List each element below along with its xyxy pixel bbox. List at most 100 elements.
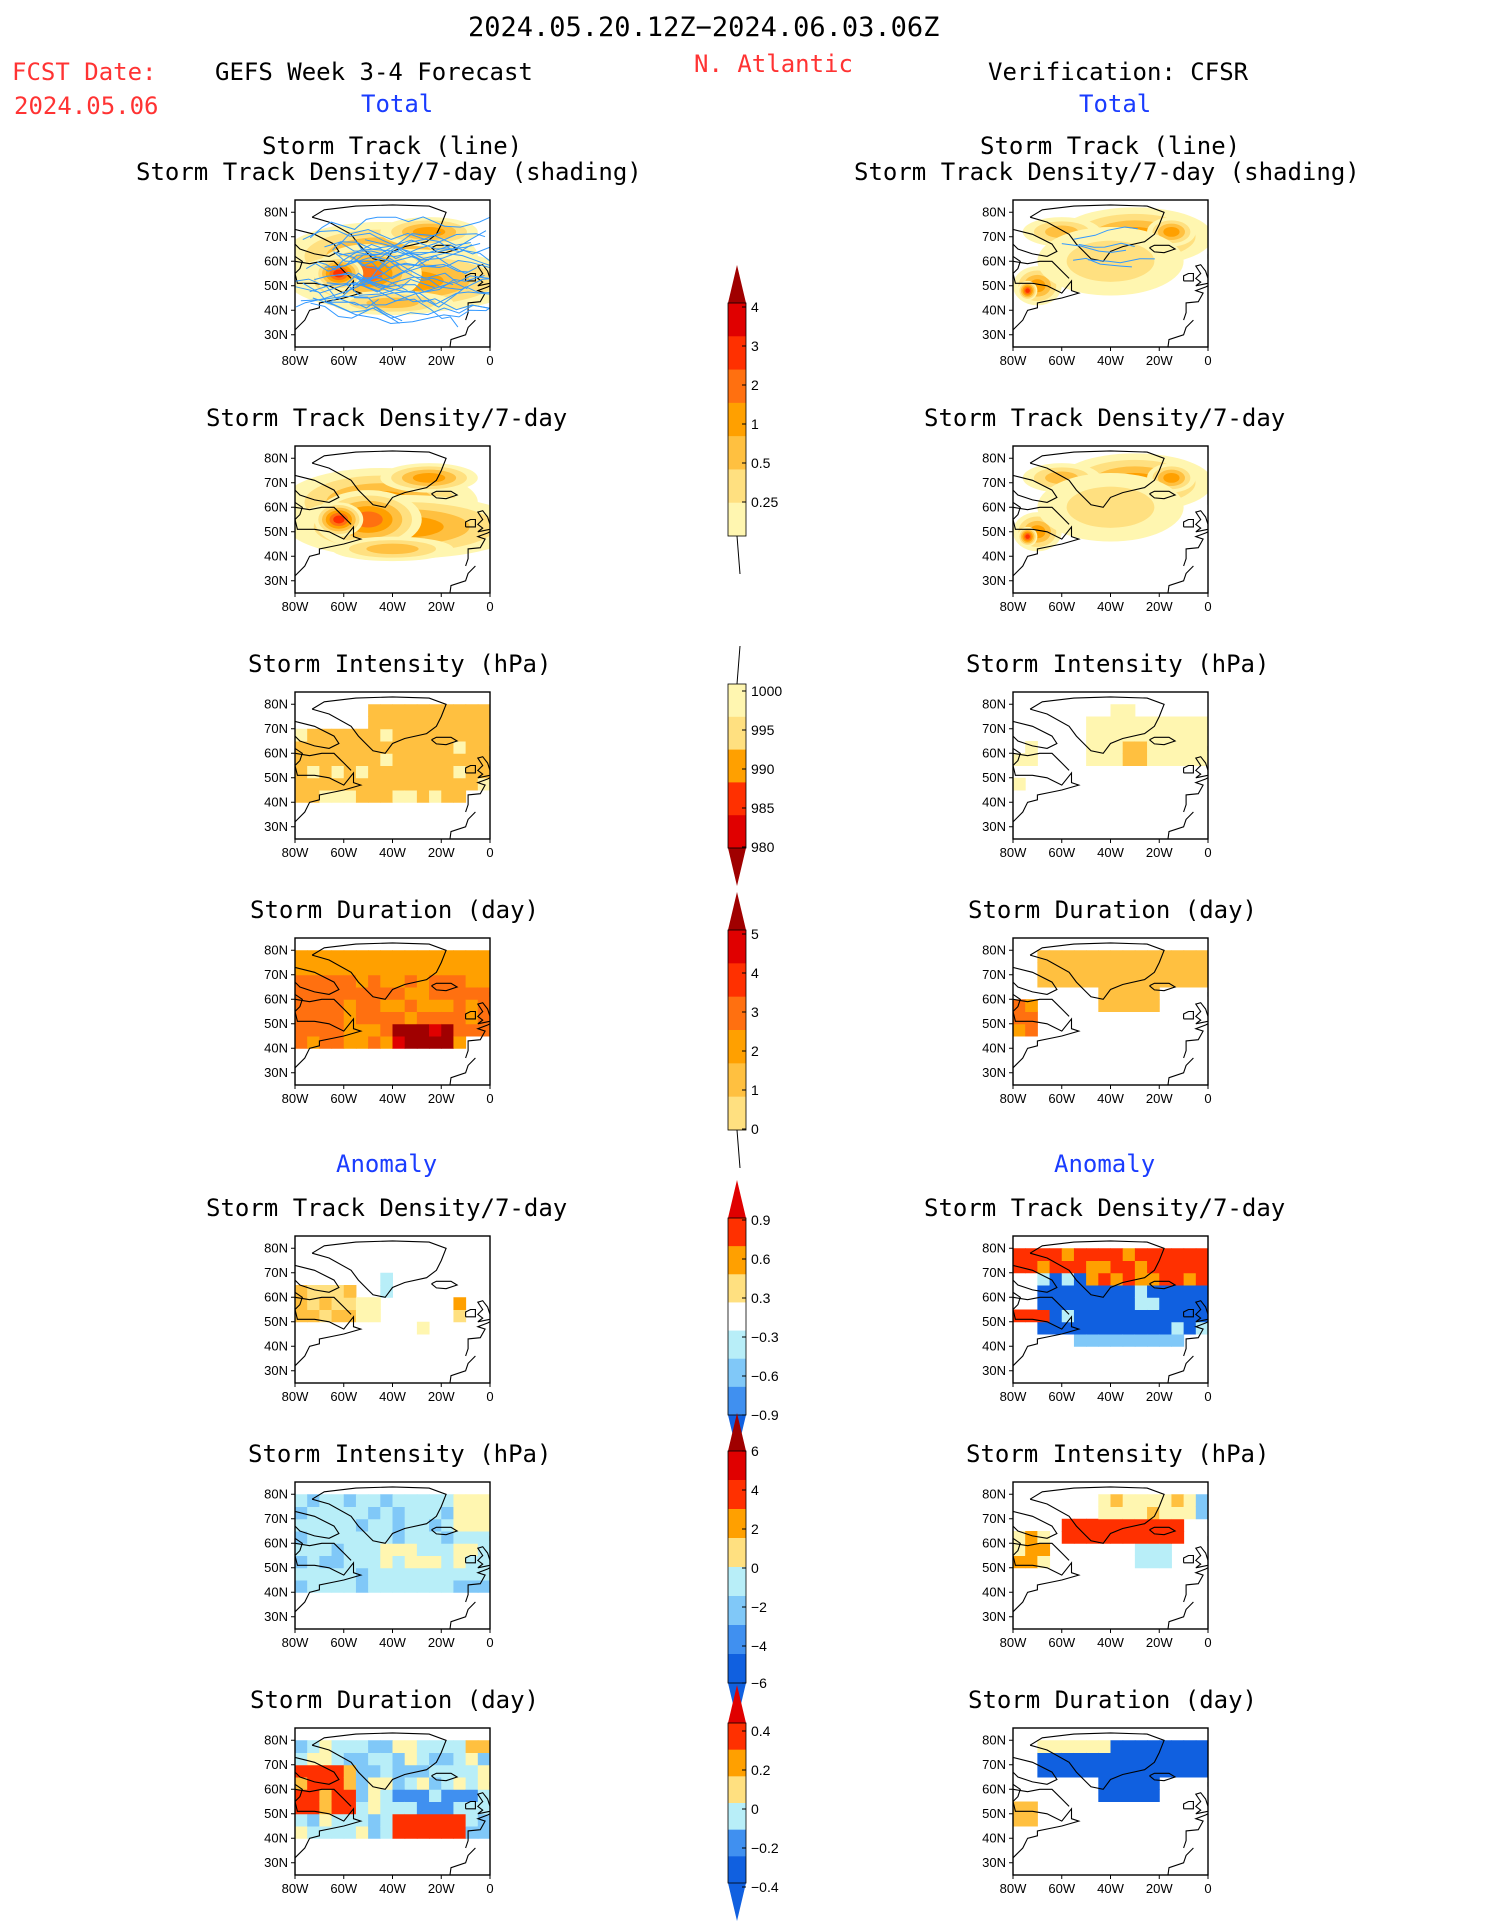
- grid-cell: [453, 1531, 467, 1544]
- grid-cell: [1122, 1334, 1136, 1347]
- coastline: [1029, 1732, 1165, 1790]
- grid-cell: [416, 974, 430, 988]
- panel-title-track-line: Storm Track (line): [262, 132, 523, 160]
- grid-cell: [295, 974, 308, 988]
- grid-cell: [1086, 1518, 1099, 1532]
- grid-cell: [1110, 1531, 1124, 1544]
- grid-cell: [1110, 1309, 1124, 1323]
- grid-cell: [295, 1580, 308, 1593]
- grid-cell: [465, 1752, 479, 1766]
- grid-cell: [355, 777, 369, 791]
- grid-cell: [295, 1813, 308, 1827]
- grid-cell: [477, 1518, 490, 1532]
- lon-tick-label: 40W: [379, 1389, 406, 1404]
- grid-cell: [477, 1740, 490, 1753]
- grid-cell: [477, 999, 490, 1012]
- coastline: [431, 982, 459, 992]
- grid-cell: [343, 1826, 357, 1839]
- grid-cell: [1122, 741, 1136, 754]
- grid-cell: [404, 1555, 418, 1569]
- grid-cell: [1086, 1531, 1099, 1544]
- coastline: [1013, 506, 1070, 525]
- grid-cell: [1195, 716, 1208, 730]
- grid-cell: [1098, 1518, 1111, 1532]
- grid-cell: [392, 962, 406, 976]
- lon-tick-label: 0: [486, 599, 493, 614]
- grid-cell: [355, 1567, 369, 1581]
- coastline: [1194, 510, 1208, 533]
- grid-cell: [343, 1764, 357, 1778]
- grid-cell: [1110, 1752, 1124, 1766]
- map-panel: 80N 70N 60N 50N 40N 30N 80W 60W 40W 20W 0: [264, 1727, 494, 1896]
- storm-track-line: [306, 244, 490, 272]
- map-panel: 80N 70N 60N 50N 40N 30N 80W 60W 40W 20W 0: [982, 199, 1212, 368]
- lat-tick-label: 40N: [264, 548, 288, 563]
- grid-cell: [429, 1506, 442, 1520]
- storm-track-line: [1088, 258, 1155, 264]
- grid-cell: [392, 777, 406, 791]
- density-contour: [1025, 288, 1030, 293]
- colorbar-segment: [728, 996, 746, 1031]
- lon-tick-label: 0: [486, 353, 493, 368]
- grid-cell: [404, 1036, 418, 1049]
- grid-cell: [465, 1777, 479, 1790]
- grid-cell: [319, 1801, 333, 1815]
- grid-cell: [441, 1801, 454, 1815]
- coastline: [311, 1486, 447, 1544]
- grid-cell: [465, 1518, 479, 1532]
- lat-tick-label: 40N: [982, 548, 1006, 563]
- lon-tick-label: 60W: [330, 1091, 357, 1106]
- grid-cell: [1183, 1297, 1197, 1310]
- grid-cell: [465, 962, 479, 976]
- grid-cell: [355, 1531, 369, 1544]
- grid-cell: [404, 1543, 418, 1556]
- coastline: [1013, 720, 1058, 749]
- grid-cell: [331, 999, 345, 1012]
- grid-cell: [1073, 1321, 1087, 1335]
- grid-cell: [453, 1740, 467, 1753]
- coastline: [465, 1800, 476, 1810]
- grid-cell: [319, 1789, 333, 1802]
- grid-cell: [355, 1580, 369, 1593]
- grid-cell: [1049, 1260, 1063, 1274]
- grid-cell: [343, 741, 357, 754]
- coastline: [1029, 1240, 1165, 1298]
- grid-cell: [429, 790, 442, 803]
- coastline: [1029, 450, 1165, 508]
- grid-cell: [392, 1789, 406, 1802]
- grid-cell: [1183, 753, 1197, 766]
- grid-cell: [1122, 1531, 1136, 1544]
- lat-tick-label: 60N: [982, 1781, 1006, 1796]
- grid-cell: [1195, 728, 1208, 742]
- colorbar-segment: [728, 1538, 746, 1568]
- colorbar-segment: [728, 1776, 746, 1804]
- grid-cell: [392, 1801, 406, 1815]
- grid-cell: [319, 1011, 333, 1025]
- lat-tick-label: 80N: [982, 1486, 1006, 1501]
- grid-cell: [1037, 974, 1051, 988]
- grid-cell: [1061, 1752, 1075, 1766]
- coastline: [295, 752, 352, 771]
- grid-cell: [453, 1567, 467, 1581]
- grid-cell: [1098, 1494, 1111, 1507]
- grid-cell: [441, 1567, 454, 1581]
- grid-cell: [465, 728, 479, 742]
- right-model-title: Verification: CFSR: [988, 58, 1249, 86]
- grid-cell: [1037, 1309, 1051, 1323]
- grid-cell: [416, 1543, 430, 1556]
- grid-cell: [429, 1518, 442, 1532]
- colorbar-arrow: [728, 848, 746, 886]
- colorbar-segment: [728, 1480, 746, 1510]
- grid-cell: [1195, 741, 1208, 754]
- lon-tick-label: 0: [1204, 1635, 1211, 1650]
- coastline: [1183, 272, 1194, 282]
- coastline: [295, 1542, 352, 1561]
- grid-cell: [355, 1309, 369, 1323]
- grid-cell: [1049, 974, 1063, 988]
- grid-cell: [1134, 999, 1148, 1012]
- grid-cell: [1147, 999, 1160, 1012]
- grid-cell: [1073, 1285, 1087, 1298]
- colorbar-label: 0: [751, 1801, 759, 1817]
- coastline: [476, 1792, 490, 1815]
- grid-cell: [453, 1543, 467, 1556]
